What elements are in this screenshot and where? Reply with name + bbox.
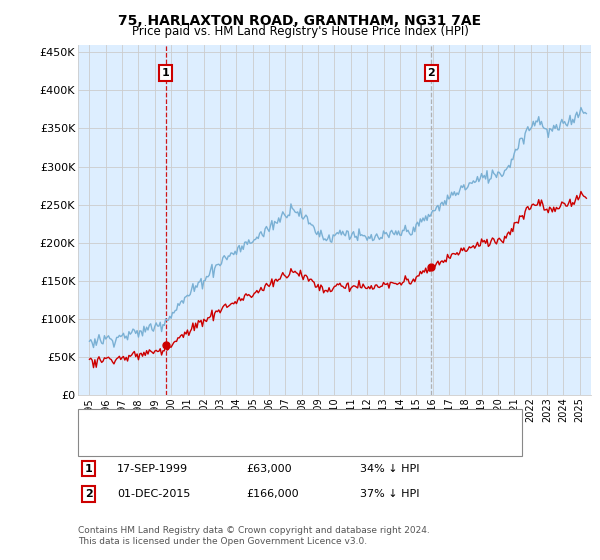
Text: 2: 2 xyxy=(85,489,92,499)
Text: 75, HARLAXTON ROAD, GRANTHAM, NG31 7AE (detached house): 75, HARLAXTON ROAD, GRANTHAM, NG31 7AE (… xyxy=(117,416,455,426)
Text: HPI: Average price, detached house, South Kesteven: HPI: Average price, detached house, Sout… xyxy=(117,436,391,446)
Text: ——: —— xyxy=(87,414,112,428)
Text: 34% ↓ HPI: 34% ↓ HPI xyxy=(360,464,419,474)
Text: 1: 1 xyxy=(162,68,170,78)
Text: 37% ↓ HPI: 37% ↓ HPI xyxy=(360,489,419,499)
Text: 17-SEP-1999: 17-SEP-1999 xyxy=(117,464,188,474)
Text: ——: —— xyxy=(87,434,112,447)
Text: £63,000: £63,000 xyxy=(246,464,292,474)
Text: Price paid vs. HM Land Registry's House Price Index (HPI): Price paid vs. HM Land Registry's House … xyxy=(131,25,469,38)
Text: Contains HM Land Registry data © Crown copyright and database right 2024.
This d: Contains HM Land Registry data © Crown c… xyxy=(78,526,430,546)
Text: £166,000: £166,000 xyxy=(246,489,299,499)
Text: 1: 1 xyxy=(85,464,92,474)
Text: 2: 2 xyxy=(427,68,435,78)
Text: 75, HARLAXTON ROAD, GRANTHAM, NG31 7AE: 75, HARLAXTON ROAD, GRANTHAM, NG31 7AE xyxy=(118,14,482,28)
Text: 01-DEC-2015: 01-DEC-2015 xyxy=(117,489,190,499)
